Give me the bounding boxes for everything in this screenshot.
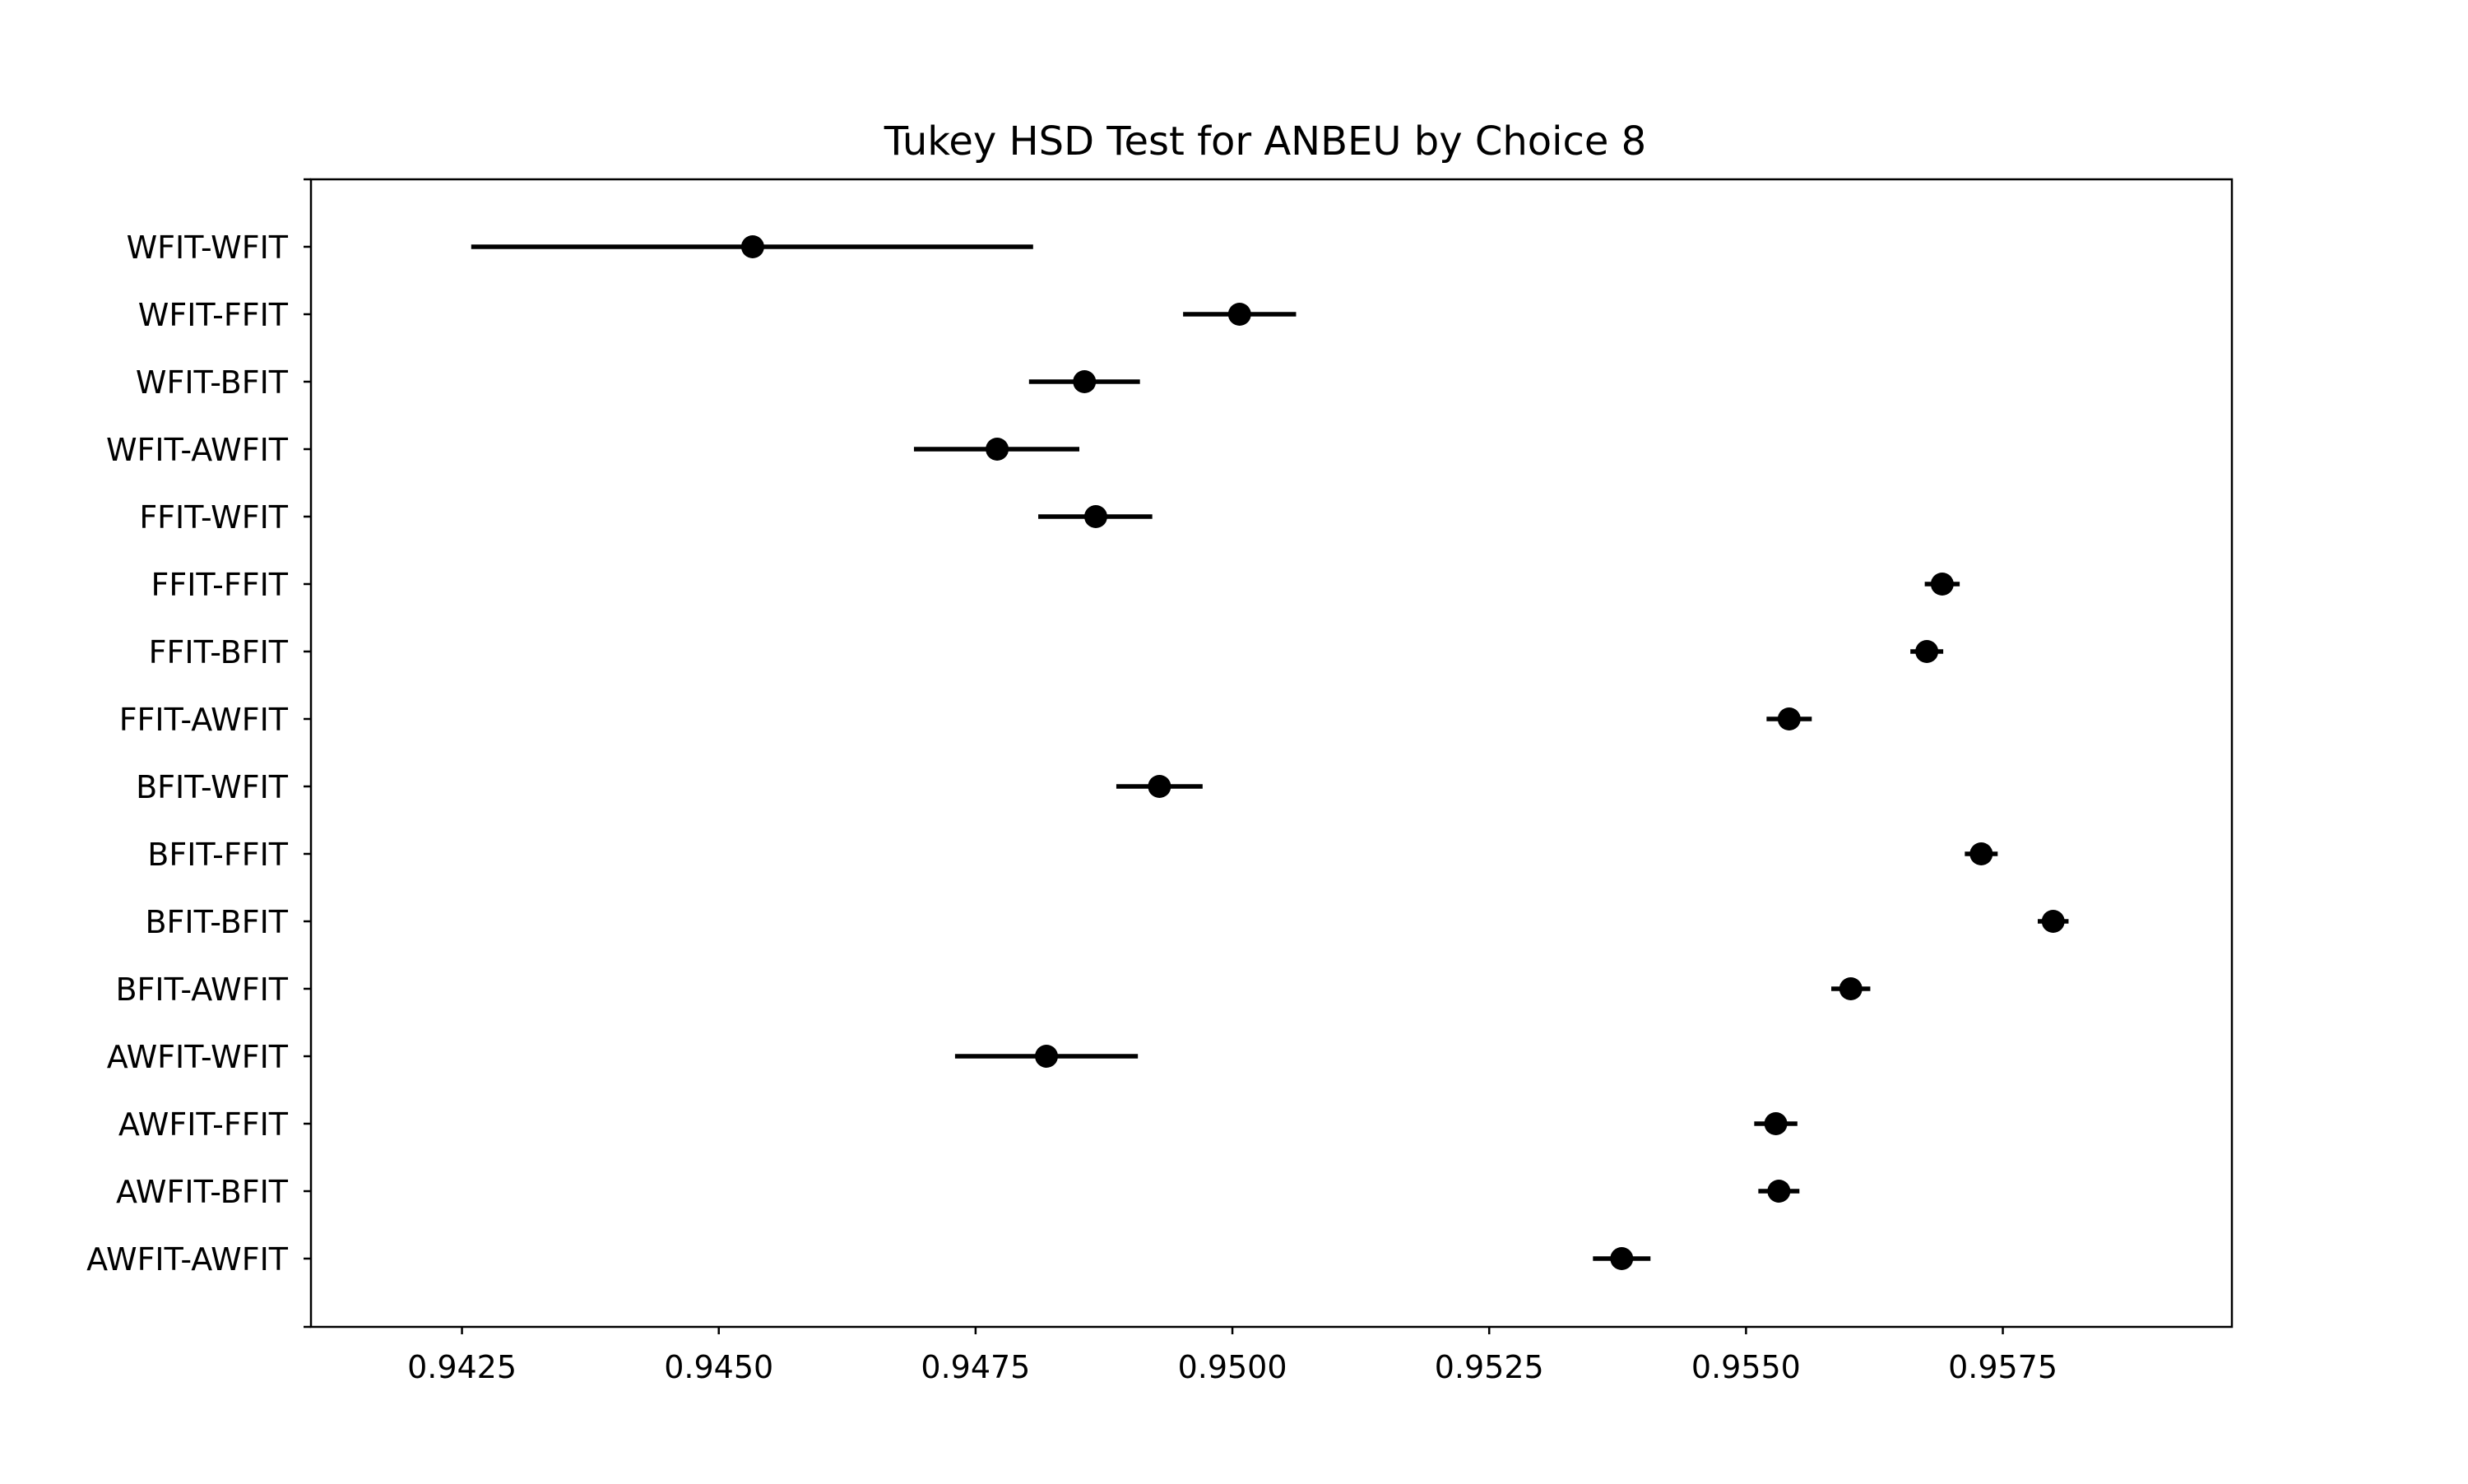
mean-marker bbox=[1915, 640, 1939, 663]
mean-marker bbox=[740, 235, 764, 258]
y-tick-label: AWFIT-BFIT bbox=[116, 1174, 289, 1210]
mean-marker bbox=[1839, 977, 1863, 1000]
mean-marker bbox=[1777, 707, 1801, 730]
x-tick-label: 0.9525 bbox=[1435, 1349, 1544, 1385]
y-tick-label: BFIT-WFIT bbox=[136, 769, 289, 805]
mean-marker bbox=[1083, 505, 1107, 528]
y-tick-label: FFIT-BFIT bbox=[149, 634, 289, 670]
y-tick-label: FFIT-FFIT bbox=[151, 567, 289, 603]
marks-layer: WFIT-WFIT WFIT-FFIT WFIT-BFIT WFIT-AWFIT FFI… bbox=[86, 178, 2069, 1385]
mean-marker bbox=[1767, 1180, 1791, 1203]
y-tick-label: FFIT-WFIT bbox=[139, 499, 288, 536]
y-tick-label: AWFIT-WFIT bbox=[107, 1039, 289, 1075]
y-tick-label: AWFIT-FFIT bbox=[118, 1106, 289, 1143]
x-tick-label: 0.9575 bbox=[1948, 1349, 2057, 1385]
mean-marker bbox=[2041, 910, 2065, 933]
plot-frame bbox=[309, 178, 2234, 1329]
y-tick-label: AWFIT-AWFIT bbox=[86, 1241, 289, 1278]
y-tick-label: BFIT-BFIT bbox=[145, 904, 288, 940]
x-tick-label: 0.9450 bbox=[664, 1349, 773, 1385]
mean-marker bbox=[1073, 370, 1097, 393]
y-tick-label: WFIT-BFIT bbox=[136, 364, 289, 401]
y-tick-label: FFIT-AWFIT bbox=[119, 702, 289, 738]
mean-marker bbox=[1969, 842, 1993, 865]
mean-marker bbox=[1930, 573, 1954, 596]
mean-marker bbox=[986, 438, 1009, 461]
mean-marker bbox=[1035, 1045, 1059, 1068]
x-tick-label: 0.9475 bbox=[921, 1349, 1030, 1385]
mean-marker bbox=[1764, 1112, 1788, 1135]
y-tick-label: WFIT-FFIT bbox=[138, 297, 289, 333]
y-tick-label: WFIT-WFIT bbox=[127, 230, 289, 266]
y-tick-label: BFIT-AWFIT bbox=[115, 972, 288, 1008]
x-tick-label: 0.9425 bbox=[407, 1349, 517, 1385]
chart-title: Tukey HSD Test for ANBEU by Choice 8 bbox=[884, 118, 1646, 165]
mean-marker bbox=[1227, 303, 1251, 326]
y-tick-label: BFIT-FFIT bbox=[147, 837, 288, 873]
x-tick-label: 0.9500 bbox=[1178, 1349, 1287, 1385]
mean-marker bbox=[1610, 1247, 1634, 1270]
x-tick-label: 0.9550 bbox=[1691, 1349, 1801, 1385]
mean-marker bbox=[1148, 775, 1171, 798]
y-tick-label: WFIT-AWFIT bbox=[106, 432, 289, 468]
